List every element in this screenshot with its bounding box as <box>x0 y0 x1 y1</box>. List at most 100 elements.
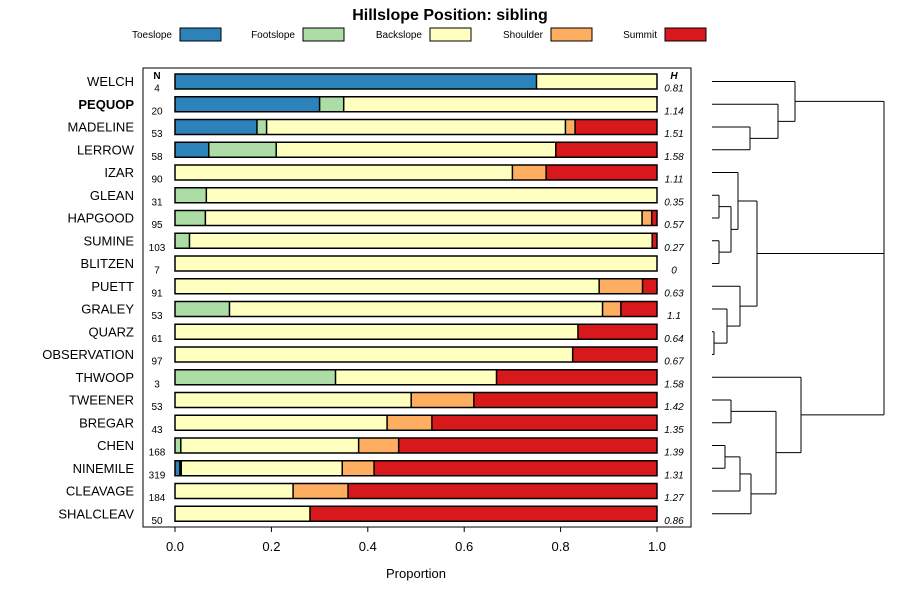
legend-label-backslope: Backslope <box>376 30 423 41</box>
h-value: 1.1 <box>667 311 681 322</box>
n-value: 4 <box>154 84 160 95</box>
bar-segment-footslope <box>175 233 190 249</box>
n-value: 43 <box>151 425 163 436</box>
n-value: 53 <box>151 402 163 413</box>
x-tick-label: 0.0 <box>166 539 184 554</box>
x-tick-label: 1.0 <box>648 539 666 554</box>
bar-segment-shoulder <box>293 483 349 499</box>
row-lerrow: LERROW 58 1.58 <box>77 141 684 163</box>
bar-segment-footslope <box>175 438 181 453</box>
bar-segment-summit <box>651 210 657 226</box>
row-label: BLITZEN <box>81 256 134 271</box>
legend-label-footslope: Footslope <box>251 30 295 41</box>
bar-segment-shoulder <box>387 415 432 431</box>
legend-swatch-backslope <box>429 27 472 42</box>
bar-segment-backslope <box>175 278 600 294</box>
bar-outline <box>174 96 658 113</box>
row-label: OBSERVATION <box>42 347 134 362</box>
bar-segment-footslope <box>175 369 336 385</box>
bar-segment-backslope <box>343 96 657 112</box>
row-label: TWEENER <box>69 393 134 408</box>
row-quarz: QUARZ 61 0.64 <box>89 323 684 345</box>
bar-segment-backslope <box>266 119 566 135</box>
bar-segment-toeslope <box>175 74 537 89</box>
row-tweener: TWEENER 53 1.42 <box>69 391 684 413</box>
bar-segment-toeslope <box>175 460 180 476</box>
x-axis-label: Proportion <box>386 566 446 581</box>
row-label: PEQUOP <box>78 97 134 112</box>
n-value: 3 <box>154 379 160 390</box>
bar-outline <box>174 73 658 90</box>
row-izar: IZAR 90 1.11 <box>104 164 683 186</box>
row-label: THWOOP <box>76 370 135 385</box>
bar-segment-shoulder <box>565 119 576 135</box>
bar-outline <box>174 505 658 522</box>
row-welch: WELCH 4 0.81 <box>87 73 684 95</box>
h-value: 1.58 <box>664 379 684 390</box>
row-label: CLEAVAGE <box>66 484 134 499</box>
bar-segment-footslope <box>319 96 344 112</box>
row-label: LERROW <box>77 142 135 157</box>
row-hapgood: HAPGOOD 95 0.57 <box>68 209 684 231</box>
bar-segment-backslope <box>175 165 513 180</box>
h-value: 1.51 <box>664 129 683 140</box>
bar-outline <box>174 209 658 227</box>
bar-segment-shoulder <box>411 392 474 408</box>
row-label: PUETT <box>91 279 134 294</box>
n-value: 61 <box>151 334 163 345</box>
bar-segment-shoulder <box>642 210 652 226</box>
h-value: 0.57 <box>664 220 684 231</box>
row-label: SHALCLEAV <box>58 506 134 521</box>
legend-swatch-summit <box>664 27 707 42</box>
n-value: 95 <box>151 220 163 231</box>
x-tick-label: 0.2 <box>262 539 280 554</box>
bar-segment-summit <box>546 165 657 180</box>
bar-segment-summit <box>398 438 657 453</box>
n-value: 31 <box>151 197 163 208</box>
bar-segment-summit <box>473 392 657 408</box>
x-axis: 0.0 0.2 0.4 0.6 0.8 1.0 <box>166 527 666 554</box>
row-observation: OBSERVATION 97 0.67 <box>42 346 684 368</box>
bar-segment-backslope <box>175 324 578 340</box>
row-madeline: MADELINE 53 1.51 <box>68 118 684 140</box>
bar-segment-shoulder <box>599 278 643 294</box>
h-value: 0.64 <box>664 334 684 345</box>
h-header: H <box>670 71 678 82</box>
n-value: 103 <box>149 243 166 254</box>
bar-segment-backslope <box>175 483 294 499</box>
bar-segment-backslope <box>180 438 359 453</box>
row-label: HAPGOOD <box>68 211 134 226</box>
bar-segment-footslope <box>175 301 230 317</box>
n-value: 53 <box>151 129 163 140</box>
bar-segment-shoulder <box>358 438 399 453</box>
bar-segment-backslope <box>175 392 412 408</box>
h-value: 0 <box>671 266 677 277</box>
bar-outline <box>174 187 658 204</box>
h-value: 0.67 <box>664 357 684 368</box>
bar-segment-summit <box>555 142 657 158</box>
row-cleavage: CLEAVAGE 184 1.27 <box>66 482 684 504</box>
legend-swatch-toeslope <box>179 27 222 42</box>
bar-segment-summit <box>348 483 657 499</box>
bar-segment-backslope <box>536 74 657 89</box>
row-label: SUMINE <box>83 233 134 248</box>
n-value: 7 <box>154 266 160 277</box>
bar-outline <box>174 391 658 409</box>
n-value: 90 <box>151 175 163 186</box>
h-value: 0.27 <box>664 243 684 254</box>
bar-segment-shoulder <box>342 460 375 476</box>
h-value: 1.58 <box>664 152 684 163</box>
row-chen: CHEN 168 1.39 <box>97 437 684 459</box>
bar-outline <box>174 414 658 431</box>
bar-outline <box>174 346 658 363</box>
bar-outline <box>174 300 658 318</box>
bar-segment-backslope <box>175 347 573 362</box>
bar-segment-backslope <box>229 301 603 317</box>
n-value: 58 <box>151 152 163 163</box>
row-bregar: BREGAR 43 1.35 <box>79 414 684 436</box>
bar-segment-toeslope <box>175 96 320 112</box>
bar-outline <box>174 255 658 272</box>
x-tick-label: 0.4 <box>359 539 377 554</box>
